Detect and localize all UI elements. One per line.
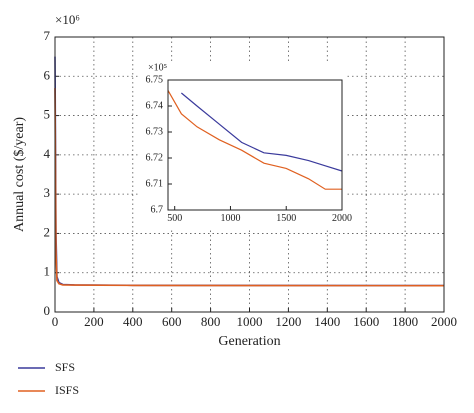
legend-label: SFS (55, 360, 75, 374)
x-tick-label: 1200 (275, 314, 301, 329)
y-axis-label: Annual cost ($/year) (12, 117, 27, 232)
inset-background (140, 62, 346, 228)
y-multiplier: ×10⁵ (148, 62, 167, 73)
y-tick-label: 6.72 (146, 152, 164, 163)
x-tick-label: 200 (84, 314, 104, 329)
y-tick-label: 6.73 (146, 126, 164, 137)
series-line (180, 92, 343, 172)
x-axis-label: Generation (218, 334, 280, 349)
x-tick-label: 1500 (276, 213, 296, 224)
plot-frame (167, 79, 343, 211)
x-tick-label: 1600 (353, 314, 379, 329)
x-tick-label: 1800 (392, 314, 418, 329)
x-tick-label: 600 (162, 314, 182, 329)
y-tick-label: 7 (44, 28, 51, 43)
y-tick-label: 4 (44, 146, 51, 161)
plot-frame (54, 36, 445, 313)
y-tick-label: 2 (44, 224, 51, 239)
y-multiplier: ×10⁶ (55, 12, 80, 27)
y-tick-label: 1 (44, 264, 51, 279)
x-tick-label: 2000 (431, 314, 457, 329)
x-tick-label: 2000 (332, 213, 352, 224)
x-tick-label: 0 (52, 314, 59, 329)
y-tick-label: 6.75 (146, 74, 164, 85)
series-line (54, 88, 445, 287)
x-tick-label: 1000 (237, 314, 263, 329)
series-line (167, 90, 342, 190)
x-tick-label: 500 (167, 213, 182, 224)
x-tick-label: 800 (201, 314, 221, 329)
y-tick-label: 6.71 (146, 178, 164, 189)
y-tick-label: 6 (44, 67, 51, 82)
y-tick-label: 3 (44, 185, 51, 200)
y-tick-label: 6.7 (151, 204, 164, 215)
y-tick-label: 5 (44, 107, 51, 122)
x-tick-label: 1000 (220, 213, 240, 224)
x-tick-label: 1400 (314, 314, 340, 329)
y-tick-label: 6.74 (146, 100, 164, 111)
y-tick-label: 0 (44, 303, 51, 318)
legend-label: ISFS (55, 383, 79, 397)
x-tick-label: 400 (123, 314, 143, 329)
